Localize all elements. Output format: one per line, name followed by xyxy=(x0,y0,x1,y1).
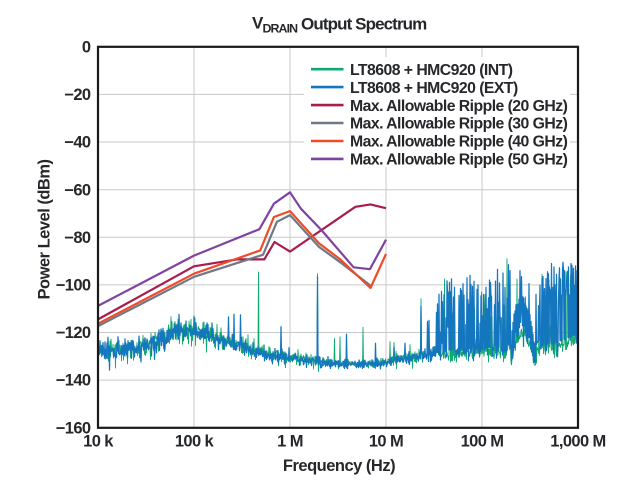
svg-text:Max. Allowable Ripple (30 GHz): Max. Allowable Ripple (30 GHz) xyxy=(350,116,568,133)
svg-text:Frequency (Hz): Frequency (Hz) xyxy=(283,457,395,475)
svg-text:100 k: 100 k xyxy=(175,433,215,451)
svg-text:100 M: 100 M xyxy=(461,433,504,451)
svg-text:0: 0 xyxy=(82,38,91,56)
svg-text:10 M: 10 M xyxy=(369,433,403,451)
svg-text:Max. Allowable Ripple (50 GHz): Max. Allowable Ripple (50 GHz) xyxy=(350,152,568,169)
svg-text:LT8608 + HMC920 (INT): LT8608 + HMC920 (INT) xyxy=(350,62,513,79)
svg-text:LT8608 + HMC920 (EXT): LT8608 + HMC920 (EXT) xyxy=(350,80,518,97)
svg-text:−20: −20 xyxy=(64,86,91,104)
svg-text:−60: −60 xyxy=(64,181,91,199)
svg-text:−160: −160 xyxy=(56,419,91,437)
svg-text:−120: −120 xyxy=(56,324,91,342)
svg-text:−40: −40 xyxy=(64,134,91,152)
svg-text:1 M: 1 M xyxy=(277,433,303,451)
svg-text:1,000 M: 1,000 M xyxy=(550,433,605,451)
svg-text:10 k: 10 k xyxy=(83,433,114,451)
svg-text:−140: −140 xyxy=(56,372,91,390)
svg-text:Max. Allowable Ripple (40 GHz): Max. Allowable Ripple (40 GHz) xyxy=(350,134,568,151)
svg-text:Max. Allowable Ripple (20 GHz): Max. Allowable Ripple (20 GHz) xyxy=(350,98,568,115)
svg-text:−80: −80 xyxy=(64,229,91,247)
svg-text:−100: −100 xyxy=(56,277,91,295)
svg-text:Power Level (dBm): Power Level (dBm) xyxy=(36,159,54,299)
